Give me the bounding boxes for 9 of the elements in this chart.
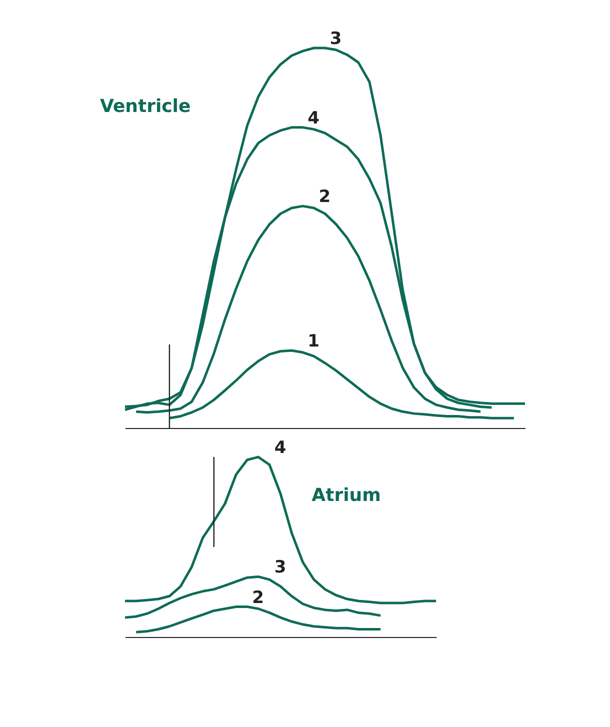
text: Ventricle (100, 96, 191, 117)
series-label: 2 (318, 187, 331, 208)
text: Atrium (312, 485, 381, 506)
series-label: 4 (308, 108, 320, 128)
series-label: 2 (252, 588, 264, 608)
series-label: 3 (330, 29, 342, 49)
series-label: 4 (274, 438, 286, 458)
series-label: 1 (308, 331, 320, 352)
series-label: 3 (274, 558, 286, 578)
